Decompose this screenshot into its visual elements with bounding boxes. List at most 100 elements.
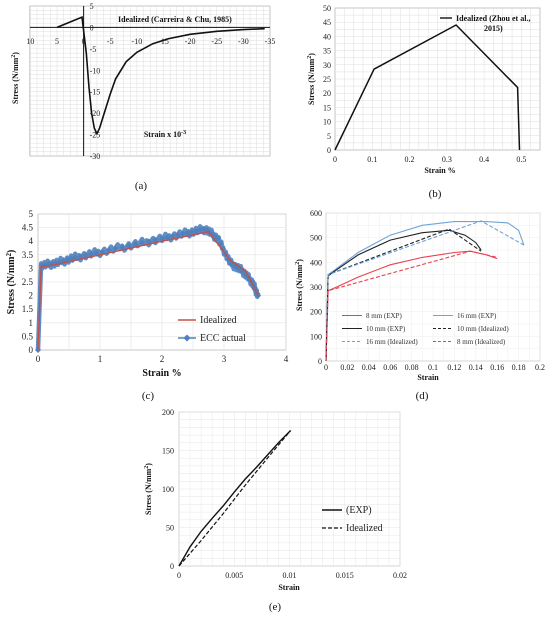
panel-d-caption: (d) [416, 390, 429, 402]
panel-c-ecc-marker [88, 251, 95, 258]
panel-c-ecc-marker [152, 236, 159, 243]
panel-d-series-line [325, 250, 498, 362]
panel-a-legend: Idealized (Carreira & Chu, 1985) [118, 15, 232, 24]
panel-a-ytick-label: -25 [90, 131, 101, 140]
panel-d-ytick-label: 200 [310, 308, 322, 317]
panel-e-xlabel: Strain [278, 583, 300, 592]
panel-c-ytick-label: 4 [29, 236, 34, 246]
panel-a-ylabel: Stress (N/mm2) [11, 52, 20, 104]
panel-c-ecc-marker [164, 234, 171, 241]
panel-c-legend-ecc: ECC actual [200, 333, 246, 344]
panel-c-ytick-label: 2 [29, 291, 34, 301]
panel-b-series-line [334, 24, 521, 151]
panel-b-legend: Idealized (Zhou et al., 2015) [456, 14, 532, 33]
panel-c-ytick-label: 0 [29, 345, 34, 355]
panel-c-ylabel: Stress (N/mm2) [5, 250, 17, 315]
panel-e-xtick-label: 0.015 [336, 571, 354, 580]
panel-c: 0 1 2 3 4 0 0.5 1 1.5 2 2.5 3 3.5 4 4.5 5 Stress (N/mm2… [5, 209, 289, 402]
panel-d-xtick-label: 0.16 [490, 363, 504, 372]
panel-c-ecc-marker [82, 252, 89, 259]
panel-d-xtick-label: 0.08 [405, 363, 419, 372]
panel-b: 0 0.1 0.2 0.3 0.4 0.5 0 5 10 15 20 25 30 35 40 45 50 Str… [307, 4, 541, 200]
panel-c-ecc-marker [174, 231, 181, 238]
panel-b-ytick-label: 30 [323, 61, 331, 70]
panel-c-ecc-marker [99, 248, 106, 255]
panel-a-xlabel: Strain x 10-3 [144, 130, 186, 139]
panel-c-xtick-label: 3 [222, 354, 227, 364]
panel-c-ecc-marker [197, 227, 204, 234]
panel-c-ecc-marker [112, 245, 119, 252]
panel-a-xtick-label: 5 [55, 37, 59, 46]
panel-c-ecc-marker [77, 253, 84, 260]
panel-c-ytick-label: 2.5 [22, 277, 34, 287]
panel-d-xtick-label: 0 [324, 363, 328, 372]
panel-d-ytick-label: 500 [310, 234, 322, 243]
panel-e-xtick-label: 0.005 [225, 571, 243, 580]
panel-b-ytick-label: 20 [323, 89, 331, 98]
panel-b-ytick-label: 10 [323, 118, 331, 127]
panel-d-xtick-label: 0.12 [447, 363, 461, 372]
panel-a-xtick-label: -5 [107, 37, 114, 46]
panel-a-xtick-label: 0 [82, 37, 86, 46]
panel-a-xtick-label: 10 [26, 37, 34, 46]
panel-d-series-line [325, 250, 498, 362]
panel-b-ytick-label: 40 [323, 32, 331, 41]
panel-c-ytick-label: 3.5 [22, 250, 34, 260]
panel-c-ecc-marker [93, 249, 100, 256]
panel-c-legend-idealized: Idealized [200, 315, 237, 326]
panel-c-ecc-marker [139, 239, 146, 246]
panel-d-ytick-label: 400 [310, 258, 322, 267]
panel-b-ytick-label: 35 [323, 47, 331, 56]
panel-c-legend-marker-ecc [183, 334, 191, 342]
panel-c-ecc-marker [180, 230, 187, 237]
panel-c-ecc-marker [214, 235, 221, 242]
panel-b-ytick-label: 25 [323, 75, 331, 84]
panel-a-xtick-label: -30 [238, 37, 249, 46]
panel-c-ecc-marker [220, 245, 227, 252]
panel-d-ylabel: Stress (N/mm2) [295, 259, 304, 311]
panel-d-legend: 8 mm (EXP) 16 mm (EXP) 10 mm (EXP) 10 mm (I… [342, 312, 509, 346]
panel-d-legend-label: 8 mm (EXP) [366, 312, 402, 320]
panel-d-legend-label: 16 mm (Idealized) [366, 338, 418, 346]
panel-d: 0 0.02 0.04 0.06 0.08 0.1 0.12 0.14 0.16 0.18 0.2 0… [295, 209, 545, 402]
panel-c-xtick-label: 2 [160, 354, 165, 364]
panel-b-xlabel: Strain % [424, 166, 455, 175]
panel-b-ylabel: Stress (N/mm2) [307, 53, 316, 105]
panel-e-series-line [178, 430, 292, 567]
panel-d-series-line [325, 221, 525, 362]
panel-c-ecc-marker [185, 229, 192, 236]
panel-d-xlabel: Strain [417, 373, 439, 382]
panel-b-xtick-label: 0.5 [516, 155, 526, 164]
panel-c-ytick-label: 0.5 [22, 331, 34, 341]
panel-e-ytick-label: 150 [162, 447, 174, 456]
panel-c-ecc-marker [189, 228, 196, 235]
panel-e-ytick-label: 100 [162, 485, 174, 494]
panel-c-ytick-label: 1 [29, 318, 34, 328]
panel-c-ecc-marker [193, 228, 200, 234]
panel-d-xtick-label: 0.06 [383, 363, 397, 372]
panel-a-ytick-label: -30 [90, 152, 101, 161]
panel-c-ecc-marker [105, 247, 112, 254]
panel-d-xtick-label: 0.02 [340, 363, 354, 372]
panel-d-ytick-label: 100 [310, 332, 322, 341]
panel-a: 10 5 0 -5 -10 -15 -20 -25 -30 -35 5 0 -5 -10 -15 -20 -25… [11, 2, 275, 192]
panel-c-caption: (c) [142, 390, 155, 402]
panel-c-xlabel: Strain % [142, 368, 181, 379]
panel-b-ytick-label: 0 [327, 146, 331, 155]
panel-e-caption: (e) [269, 601, 282, 613]
panel-a-caption: (a) [135, 180, 148, 192]
panel-e-series-line [178, 430, 292, 567]
panel-d-legend-label: 16 mm (EXP) [457, 312, 497, 320]
panel-b-xtick-label: 0.3 [442, 155, 452, 164]
panel-d-ytick-label: 300 [310, 283, 322, 292]
panel-b-ytick-label: 15 [323, 103, 331, 112]
panel-a-series-line [56, 15, 265, 136]
panel-c-ecc-marker [125, 242, 132, 249]
panel-c-ecc-marker [132, 241, 139, 248]
panel-c-ytick-label: 4.5 [22, 223, 34, 233]
panel-d-legend-label: 10 mm (Idealized) [457, 325, 509, 333]
panel-b-xtick-label: 0.1 [367, 155, 377, 164]
panel-c-ecc-marker [72, 254, 79, 261]
panel-b-xtick-label: 0.4 [479, 155, 489, 164]
